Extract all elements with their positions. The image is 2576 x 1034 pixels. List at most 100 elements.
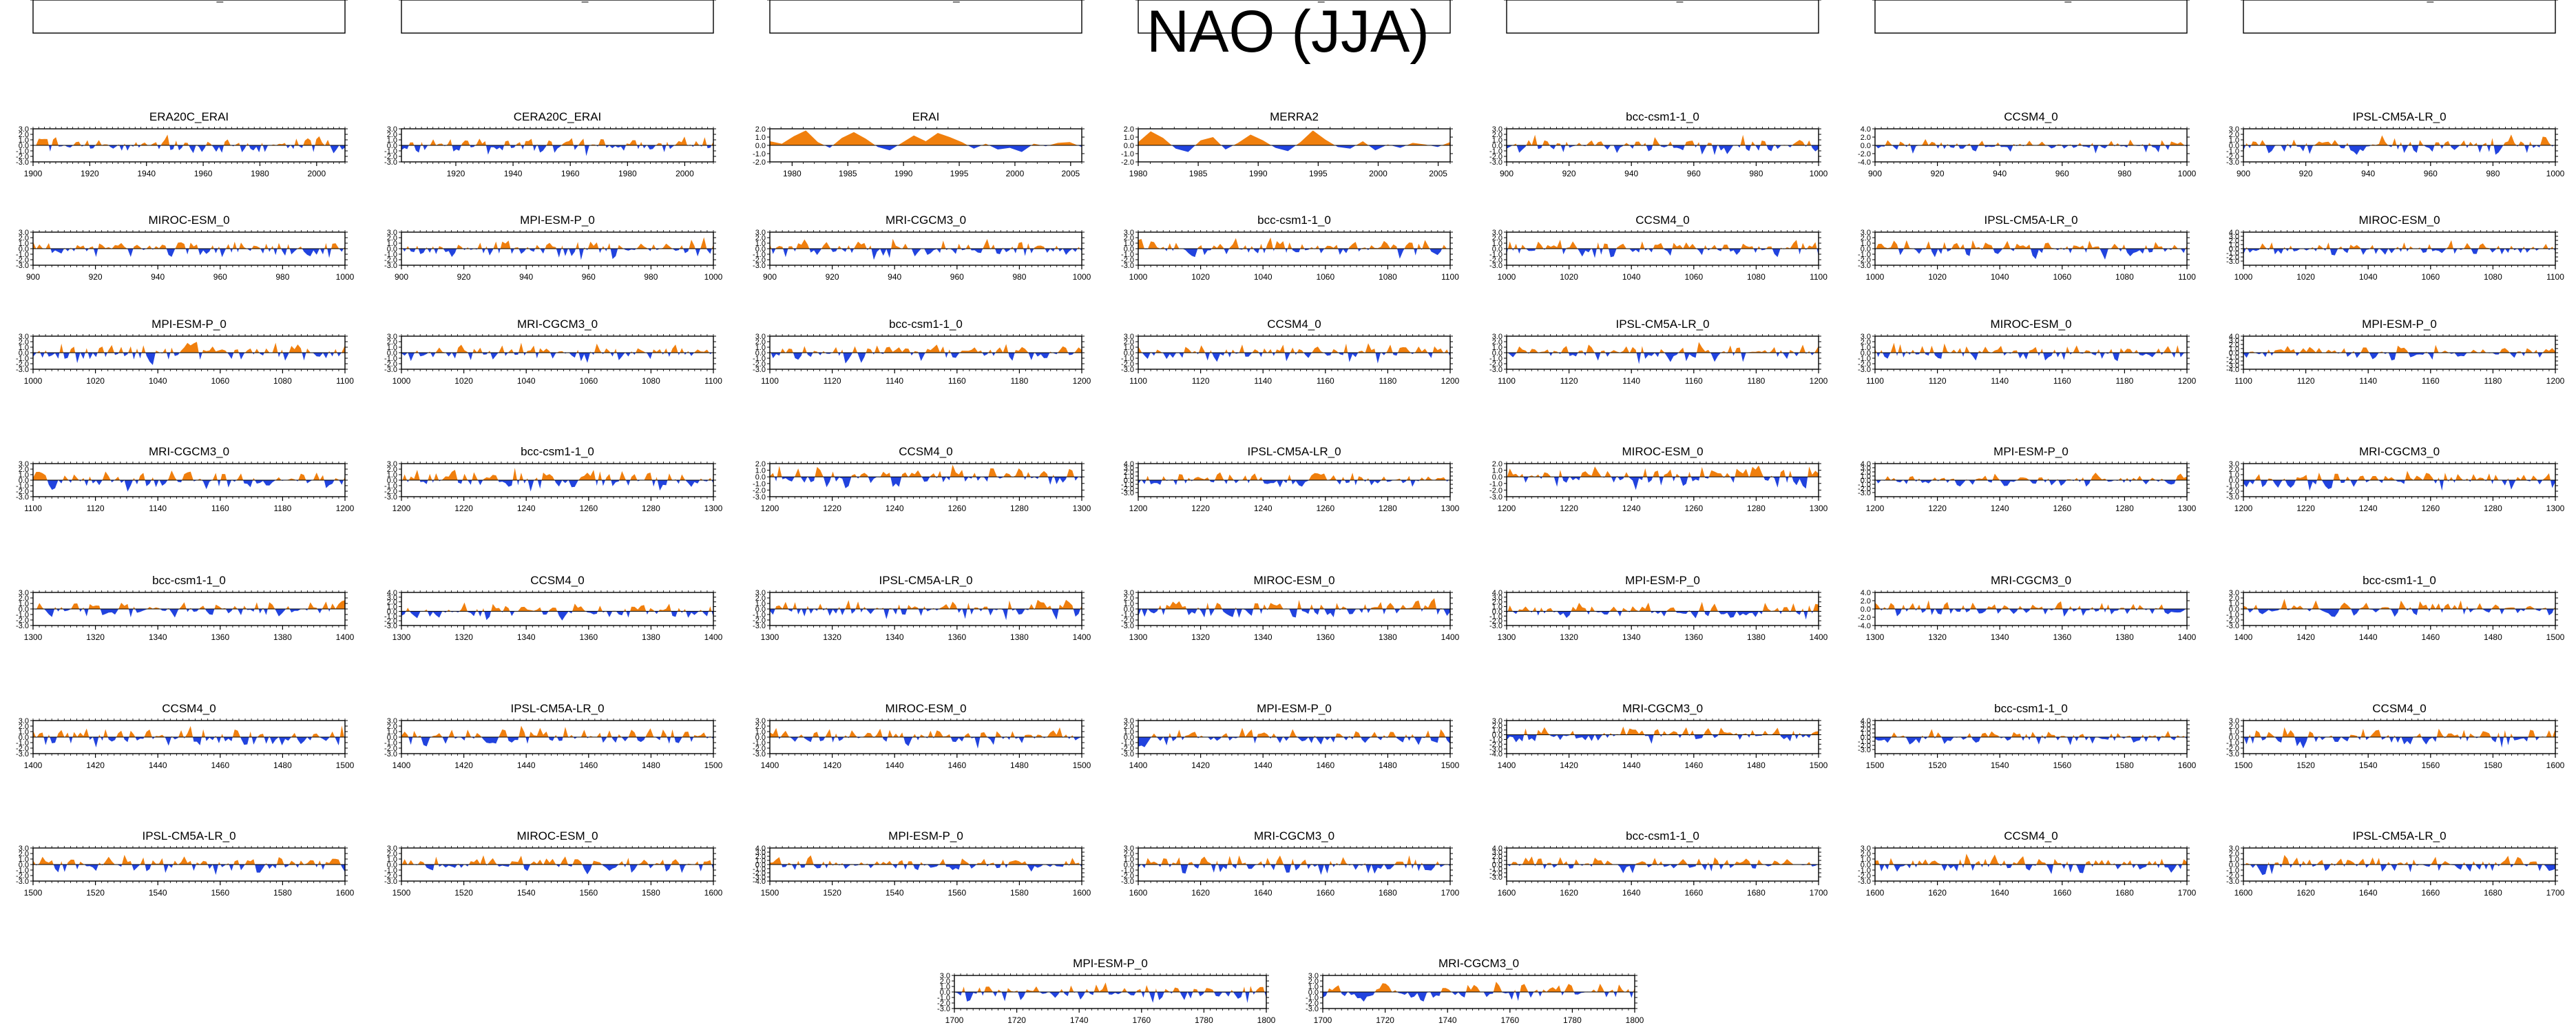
x-tick-label: 1300 [392, 632, 411, 642]
panel-title: bcc-csm1-1_0 [1257, 214, 1331, 227]
y-tick-label: 3.0 [1492, 125, 1502, 134]
x-tick-label: 1400 [704, 632, 723, 642]
negative-area [774, 477, 1082, 488]
y-tick-label: 4.0 [1124, 460, 1134, 468]
x-tick-label: 1240 [1991, 504, 2009, 513]
positive-area [406, 602, 712, 612]
x-tick-label: 1340 [1622, 632, 1641, 642]
x-tick-label: 1300 [2178, 504, 2197, 513]
y-tick-label: -2.0 [1858, 485, 1871, 493]
y-tick-label: 0.0 [2229, 477, 2239, 485]
x-tick-label: 1220 [823, 504, 841, 513]
y-tick-label: 2.0 [755, 338, 766, 347]
y-tick-label: 1.0 [755, 134, 766, 142]
x-tick-label: 1960 [194, 169, 213, 178]
x-tick-label: 1000 [2234, 272, 2253, 282]
y-tick-label: -2.0 [16, 617, 29, 625]
nao-panel: MRI-CGCM3_0 3.02.01.00.0-1.0-2.0-3.0 1100 1… [16, 445, 355, 513]
nao-panel: MIROC-ESM_0 3.02.01.00.0-1.0-2.0-3.0 900 92… [16, 214, 355, 282]
y-tick-label: 0.0 [755, 245, 766, 254]
y-tick-label: -3.0 [1858, 489, 1871, 497]
nao-panel: MERRA2 2.01.00.0-1.0-2.0 1980 1985 1990 1995 2… [1121, 110, 1453, 178]
y-tick-label: 2.0 [1492, 131, 1502, 139]
panel-title: IPSL-CM5A-LR_0 [1984, 214, 2077, 227]
x-tick-label: 1060 [1316, 272, 1334, 282]
x-tick-label: 1220 [1191, 504, 1210, 513]
y-tick-label: 3.0 [387, 333, 397, 341]
x-tick-label: 1980 [251, 169, 269, 178]
y-tick-label: -1.0 [753, 355, 766, 363]
y-tick-label: -2.0 [2226, 254, 2239, 262]
negative-area [2243, 145, 2555, 155]
y-tick-label: 3.0 [755, 229, 766, 237]
y-tick-label: 0.0 [1124, 349, 1134, 358]
y-tick-label: 3.0 [387, 460, 397, 468]
negative-area [401, 145, 713, 156]
y-tick-label: 1.0 [387, 603, 397, 612]
x-tick-label: 900 [1500, 169, 1514, 178]
y-tick-label: -2.0 [753, 617, 766, 625]
x-tick-label: 1060 [211, 376, 229, 386]
x-tick-label: 960 [213, 272, 227, 282]
panel-title: MRI-CGCM3_0 [517, 318, 598, 331]
y-tick-label: 2.0 [2229, 341, 2239, 349]
x-tick-label: 1280 [1379, 504, 1397, 513]
x-tick-label: 1040 [517, 376, 536, 386]
y-tick-label: 0.0 [387, 142, 397, 150]
x-tick-label: 980 [1749, 169, 1763, 178]
positive-area [2243, 240, 2555, 249]
y-tick-label: -2.0 [16, 488, 29, 496]
x-tick-label: 1260 [947, 504, 966, 513]
x-tick-label: 1940 [137, 169, 156, 178]
positive-area [1875, 473, 2187, 480]
x-tick-label: 900 [395, 272, 408, 282]
x-tick-label: 1240 [886, 504, 904, 513]
x-tick-label: 900 [26, 272, 40, 282]
y-tick-label: -1.0 [16, 147, 29, 156]
x-tick-label: 1980 [783, 169, 802, 178]
y-tick-label: -1.0 [1121, 611, 1134, 619]
negative-area [1138, 480, 1450, 488]
y-tick-label: -3.0 [16, 750, 29, 758]
y-tick-label: 0.0 [1492, 245, 1502, 254]
negative-area [1138, 249, 1450, 259]
panel-title: CCSM4_0 [899, 445, 952, 458]
x-tick-label: 980 [2486, 169, 2500, 178]
nao-panel: MPI-ESM-P_0 4.03.02.01.00.0-1.0-2.0-3.0-4… [2226, 318, 2565, 386]
y-tick-label: 3.0 [1492, 333, 1502, 341]
x-tick-label: 1260 [2053, 504, 2071, 513]
x-tick-label: 1240 [517, 504, 536, 513]
x-tick-label: 1380 [273, 632, 292, 642]
y-tick-label: 0.0 [387, 608, 397, 616]
x-tick-label: 1180 [1379, 376, 1396, 386]
x-tick-label: 1140 [1622, 376, 1640, 386]
y-tick-label: 0.0 [1861, 477, 1871, 485]
nao-panel: ERAI 2.01.00.0-1.0-2.0 1980 1985 1990 1995 200… [753, 110, 1085, 178]
x-tick-label: 1440 [2359, 632, 2378, 642]
nao-panel: CCSM4_0 3.02.01.00.0-1.0-2.0-3.0 1000 1020 1… [1489, 214, 1828, 282]
x-tick-label: 1000 [1498, 272, 1516, 282]
x-tick-label: 1360 [2053, 632, 2071, 642]
y-tick-label: -3.0 [384, 366, 397, 374]
x-tick-label: 1985 [1189, 169, 1208, 178]
y-tick-label: 1.0 [1124, 240, 1134, 248]
nao-panel: bcc-csm1-1_0 3.02.01.00.0-1.0-2.0-3.0 1400… [2226, 574, 2565, 642]
y-tick-label: -3.0 [1858, 262, 1871, 270]
y-tick-label: 1.0 [387, 471, 397, 479]
positive-area [2243, 134, 2555, 145]
panel-title: MRI-CGCM3_0 [1991, 574, 2071, 587]
x-tick-label: 1280 [2484, 504, 2502, 513]
y-tick-label: -3.0 [384, 262, 397, 270]
nao-panel: IPSL-CM5A-LR_0 3.02.01.00.0-1.0-2.0-3.0 10… [1858, 214, 2196, 282]
y-tick-label: 3.0 [19, 589, 29, 597]
negative-area [1507, 611, 1819, 620]
x-tick-label: 1060 [579, 376, 598, 386]
y-tick-label: 2.0 [1861, 234, 1871, 242]
y-tick-label: 1.0 [755, 600, 766, 608]
y-tick-label: 1.0 [1492, 467, 1502, 475]
x-tick-label: 1020 [454, 376, 473, 386]
positive-area [770, 599, 1082, 609]
y-tick-label: 1.0 [1861, 473, 1871, 481]
y-tick-label: 4.0 [1861, 460, 1871, 468]
x-tick-label: 1995 [950, 169, 969, 178]
